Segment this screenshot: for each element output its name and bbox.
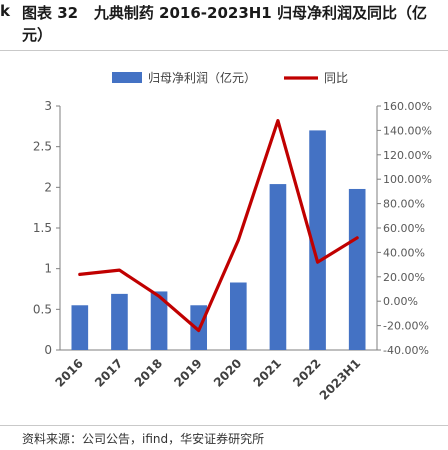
bar-2018 — [150, 291, 168, 350]
source-divider — [0, 425, 448, 426]
y-right-tick-label: 0.00% — [383, 295, 418, 308]
yoy-point-2018 — [157, 295, 161, 298]
combo-chart: 0 0.5 1 1.5 2 2.5 3 -40.00% -20.00% 0.00% 20.00% 40… — [33, 70, 432, 403]
legend-label-line: 同比 — [324, 71, 348, 85]
title-divider — [0, 50, 448, 51]
yoy-point-2020 — [237, 239, 240, 242]
x-tick-label: 2017 — [92, 356, 126, 390]
y-right-tick-label: -40.00% — [383, 344, 429, 357]
y-right-tick-label: 160.00% — [383, 100, 432, 113]
y-left-tick-label: 2.5 — [33, 140, 52, 154]
x-tick-label: 2020 — [211, 356, 245, 390]
yoy-point-2016 — [78, 273, 82, 276]
x-tick-label: 2019 — [171, 356, 205, 390]
y-left-tick-label: 1.5 — [33, 221, 52, 235]
figure-title-text: 图表 32 九典制药 2016-2023H1 归母净利润及同比（亿元） — [0, 2, 448, 46]
y-left-tick-label: 1 — [44, 262, 52, 276]
y-right-tick-label: 140.00% — [383, 124, 432, 137]
bar-2017 — [111, 293, 128, 350]
yoy-point-2021 — [276, 119, 280, 122]
y-left-tick-label: 2 — [44, 180, 52, 194]
y-right-tick-label: 40.00% — [383, 246, 425, 259]
x-tick-label: 2018 — [132, 356, 166, 390]
y-right-tick-label: 80.00% — [383, 198, 425, 211]
figure-number: 图表 32 — [22, 4, 79, 22]
bar-2020 — [229, 282, 247, 350]
bar-2023H1 — [348, 188, 366, 350]
yoy-point-2022 — [316, 260, 319, 264]
y-right-tick-label: 120.00% — [383, 149, 432, 162]
y-left-tick-label: 3 — [44, 99, 52, 113]
legend-swatch-bar — [112, 72, 142, 83]
y-left-tick-label: 0.5 — [33, 302, 52, 316]
yoy-point-2017 — [118, 268, 121, 272]
bar-2016 — [71, 305, 89, 350]
yoy-line — [78, 118, 359, 333]
figure-title: 图表 32 九典制药 2016-2023H1 归母净利润及同比（亿元） — [0, 2, 448, 46]
bar-2022 — [309, 130, 326, 350]
legend-label-bar: 归母净利润（亿元） — [148, 70, 256, 85]
bar-2021 — [269, 184, 287, 350]
x-tick-label: 2021 — [251, 356, 285, 390]
y-right-tick-label: 60.00% — [383, 222, 425, 235]
left-edge-fragment: k — [0, 2, 10, 20]
y-left-tick-label: 0 — [44, 343, 52, 357]
y-right-tick-label: 20.00% — [383, 271, 425, 284]
x-tick-label: 2023H1 — [317, 356, 364, 403]
x-tick-label: 2016 — [52, 356, 86, 390]
figure-caption: 九典制药 2016-2023H1 归母净利润及同比（亿元） — [22, 4, 427, 44]
yoy-point-2023H1 — [355, 236, 359, 239]
y-right-tick-label: -20.00% — [383, 320, 429, 333]
yoy-point-2019 — [197, 329, 200, 332]
source-note: 资料来源：公司公告，ifind，华安证券研究所 — [22, 432, 265, 446]
x-tick-label: 2022 — [290, 356, 324, 390]
y-right-tick-label: 100.00% — [383, 173, 432, 186]
